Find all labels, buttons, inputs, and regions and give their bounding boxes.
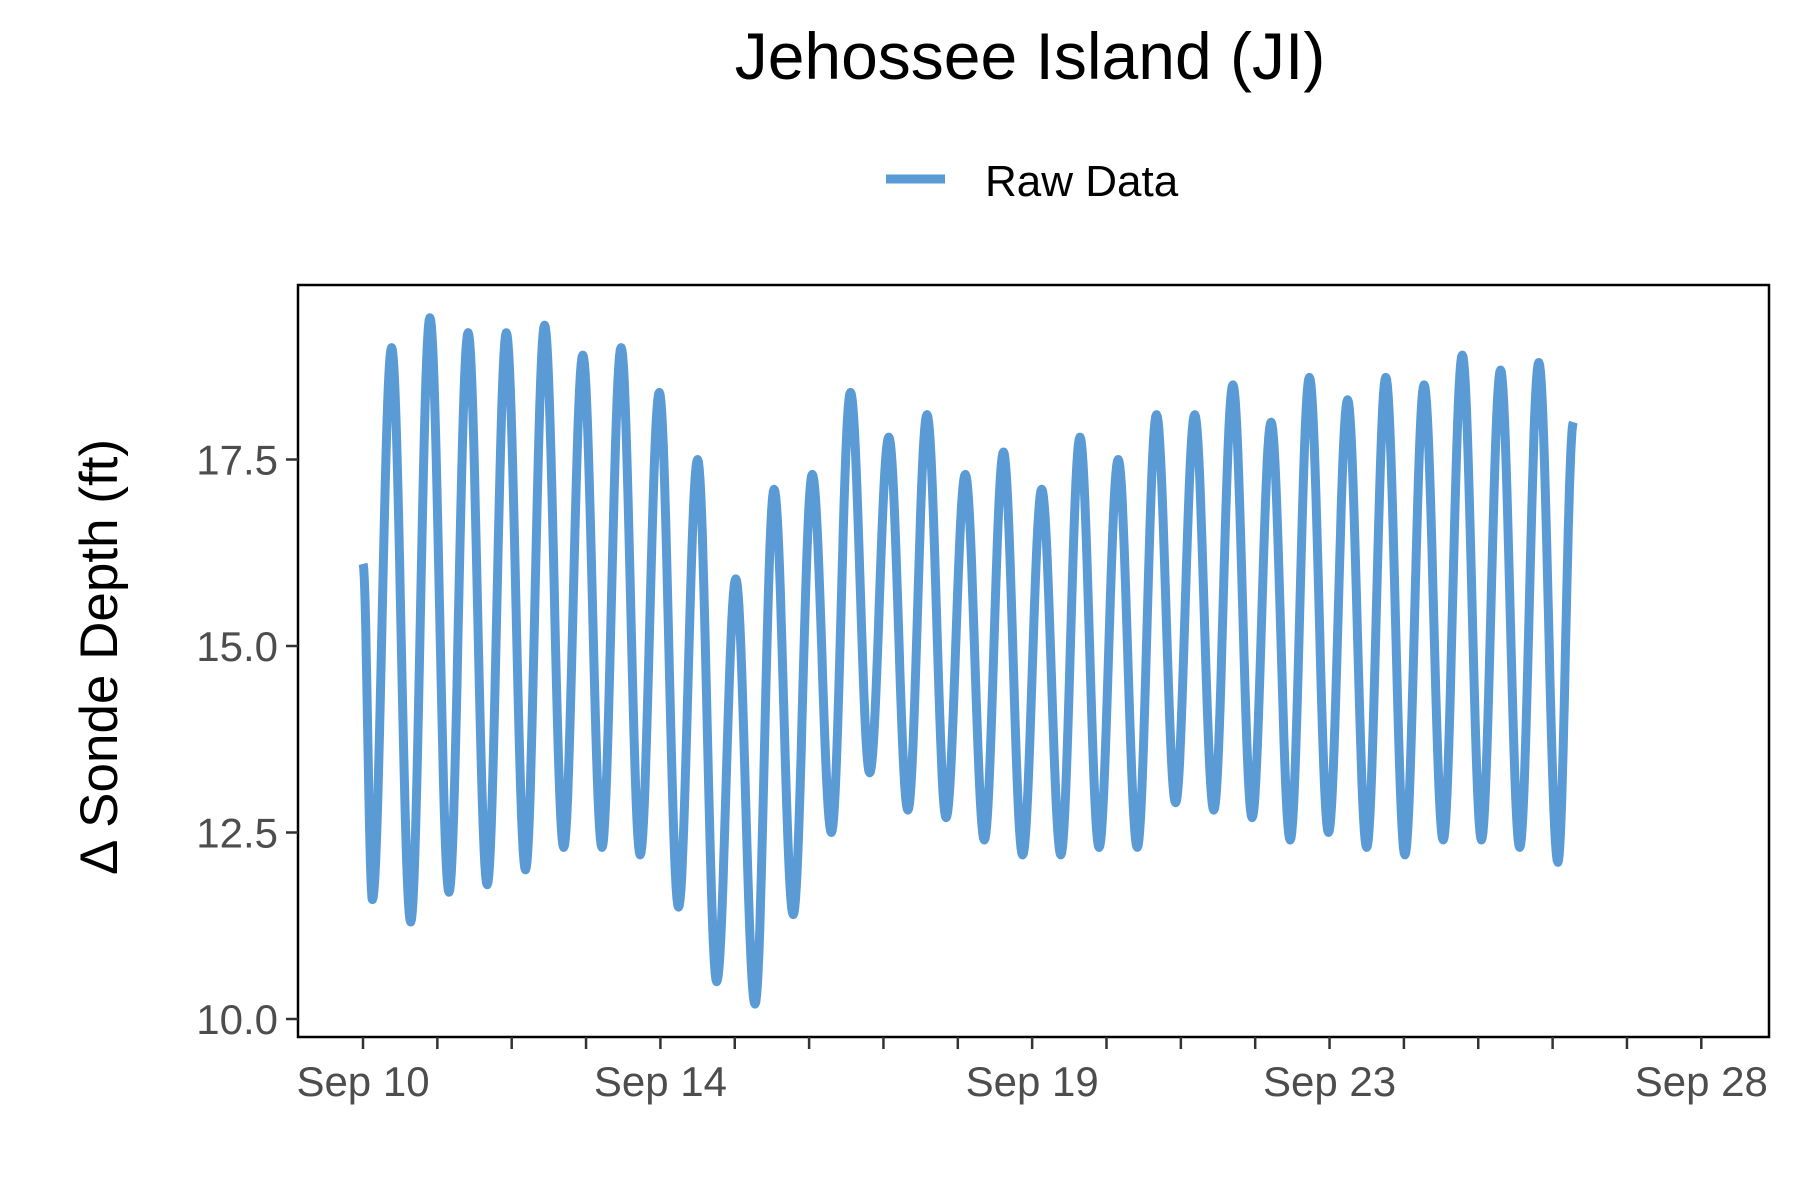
plot-panel xyxy=(296,283,1771,1039)
y-tick-label-3: 17.5 xyxy=(196,437,278,484)
series-line-raw-data xyxy=(358,313,1578,1009)
y-axis-label: Δ Sonde Depth (ft) xyxy=(70,439,129,875)
x-tick-label-3: Sep 23 xyxy=(1263,1058,1396,1105)
y-tick-label-0: 10.0 xyxy=(196,996,278,1043)
legend-label: Raw Data xyxy=(985,157,1179,206)
x-tick-label-0: Sep 10 xyxy=(296,1058,429,1105)
x-tick-label-1: Sep 14 xyxy=(594,1058,727,1105)
legend: Raw Data xyxy=(886,157,1179,206)
y-tick-label-2: 15.0 xyxy=(196,623,278,670)
x-tick-label-4: Sep 28 xyxy=(1635,1058,1768,1105)
y-axis: 10.0 12.5 15.0 17.5 xyxy=(196,437,298,1043)
chart-title: Jehossee Island (JI) xyxy=(735,19,1326,93)
x-tick-label-2: Sep 19 xyxy=(966,1058,1099,1105)
x-axis: Sep 10 Sep 14 Sep 19 Sep 23 Sep 28 xyxy=(296,1037,1768,1105)
series-layer xyxy=(358,313,1578,1009)
y-tick-label-1: 12.5 xyxy=(196,810,278,857)
